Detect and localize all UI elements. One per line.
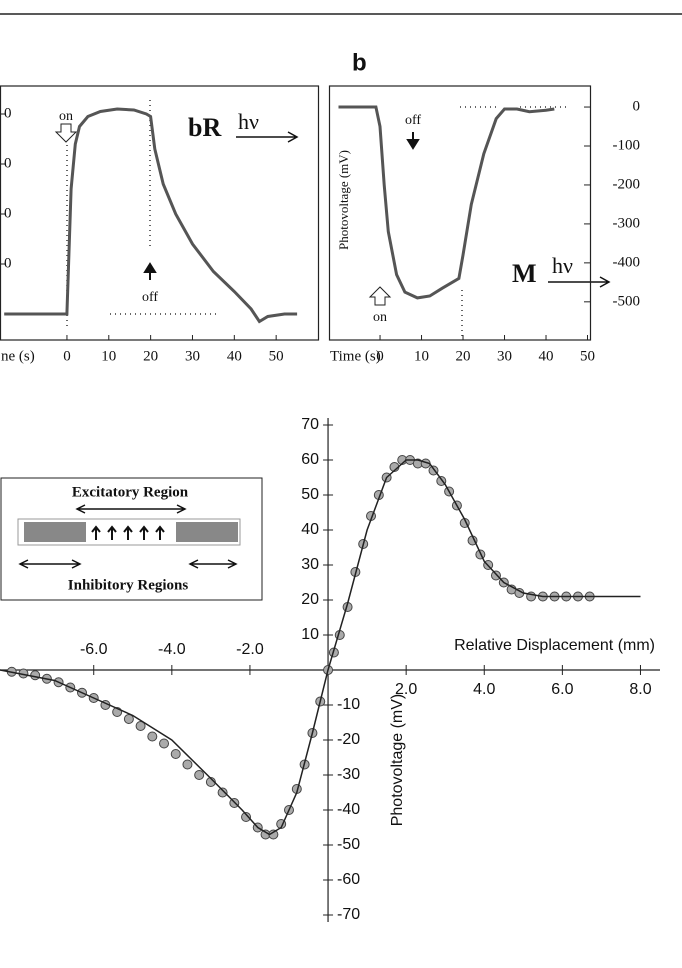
x-tick-label: -4.0 bbox=[158, 641, 186, 658]
y-tick-label: 20 bbox=[301, 591, 319, 608]
y-axis-label: Photovoltage (mV) bbox=[389, 694, 406, 827]
y-tick-label: 40 bbox=[301, 521, 319, 538]
fit-line bbox=[0, 459, 641, 836]
data-point bbox=[30, 670, 41, 681]
x-axis-label: Relative Displacement (mm) bbox=[454, 637, 655, 654]
y-tick-label: -40 bbox=[337, 801, 360, 818]
y-tick-label: 50 bbox=[301, 486, 319, 503]
x-tick-label: 50 bbox=[269, 348, 284, 364]
on-arrow bbox=[54, 123, 78, 143]
on-arrow bbox=[368, 286, 392, 306]
data-point bbox=[241, 812, 252, 822]
x-tick-label: 6.0 bbox=[551, 681, 573, 698]
x-tick-label: 10 bbox=[414, 348, 429, 364]
y-tick-label: -20 bbox=[337, 731, 360, 748]
y-tick-label: -30 bbox=[337, 766, 360, 783]
y-tick-label: -500 bbox=[613, 293, 641, 309]
y-tick-label: -100 bbox=[613, 137, 641, 153]
x-tick-label: -2.0 bbox=[236, 641, 264, 658]
data-point bbox=[194, 770, 205, 780]
y-tick-label: 30 bbox=[301, 556, 319, 573]
y-tick-label: -60 bbox=[337, 871, 360, 888]
y-tick-label: 0 bbox=[4, 255, 12, 271]
x-tick-label: 30 bbox=[185, 348, 200, 364]
strip-inhibitory bbox=[176, 522, 238, 542]
y-tick-label: 60 bbox=[301, 451, 319, 468]
data-point bbox=[182, 759, 193, 770]
y-axis-label: Photovoltage (mV) bbox=[336, 150, 351, 250]
light-arrow bbox=[548, 276, 611, 288]
x-tick-label: 20 bbox=[143, 348, 158, 364]
x-tick-label: -6.0 bbox=[80, 641, 108, 658]
y-tick-label: -300 bbox=[613, 215, 641, 231]
light-label: hν bbox=[238, 109, 259, 134]
y-tick-label: -50 bbox=[337, 836, 360, 853]
x-axis-label: ne (s) bbox=[1, 348, 35, 364]
x-tick-label: 20 bbox=[456, 348, 471, 364]
strip-inhibitory bbox=[24, 522, 86, 542]
x-tick-label: 8.0 bbox=[629, 681, 651, 698]
data-point bbox=[217, 787, 228, 798]
panel-label: b bbox=[352, 49, 367, 76]
data-point bbox=[159, 738, 170, 749]
x-tick-label: 2.0 bbox=[395, 681, 417, 698]
inhibitory-arrows bbox=[18, 559, 238, 569]
excitatory-arrow bbox=[75, 504, 187, 514]
x-tick-label: 4.0 bbox=[473, 681, 495, 698]
light-label: hν bbox=[552, 253, 573, 278]
plot-frame bbox=[328, 85, 592, 341]
off-label: off bbox=[405, 113, 421, 128]
y-tick-label: 0 bbox=[4, 205, 12, 221]
x-tick-label: 0 bbox=[63, 348, 71, 364]
plot-frame bbox=[0, 85, 320, 341]
y-tick-label: -70 bbox=[337, 906, 360, 923]
x-tick-label: 10 bbox=[101, 348, 116, 364]
y-tick-label: 0 bbox=[4, 155, 12, 171]
x-axis-label: Time (s) bbox=[330, 348, 381, 364]
molecule-label: M bbox=[512, 259, 537, 288]
y-tick-label: 0 bbox=[633, 98, 641, 114]
y-tick-label: -200 bbox=[613, 176, 641, 192]
x-tick-label: 50 bbox=[580, 348, 595, 364]
y-tick-label: -400 bbox=[613, 254, 641, 270]
data-point bbox=[135, 721, 146, 731]
off-label: off bbox=[142, 290, 158, 305]
strip bbox=[17, 518, 241, 546]
x-tick-label: 40 bbox=[539, 348, 554, 364]
off-arrow bbox=[406, 132, 420, 150]
y-tick-label: 70 bbox=[301, 416, 319, 433]
y-tick-label: 0 bbox=[4, 105, 12, 121]
data-line bbox=[338, 105, 555, 300]
data-point bbox=[170, 749, 181, 759]
light-arrow bbox=[236, 131, 299, 143]
data-point bbox=[147, 731, 158, 742]
inset-bottom-label: Inhibitory Regions bbox=[68, 577, 189, 593]
strip-arrows bbox=[91, 525, 165, 540]
off-arrow bbox=[143, 262, 157, 280]
data-line bbox=[4, 107, 298, 324]
x-tick-label: 40 bbox=[227, 348, 242, 364]
y-tick-label: -10 bbox=[337, 696, 360, 713]
on-label: on bbox=[59, 109, 73, 124]
y-tick-label: 10 bbox=[301, 626, 319, 643]
data-point bbox=[490, 570, 501, 581]
on-label: on bbox=[373, 310, 387, 325]
inset-top-label: Excitatory Region bbox=[72, 484, 189, 500]
molecule-label: bR bbox=[188, 113, 221, 142]
x-tick-label: 0 bbox=[376, 348, 384, 364]
x-tick-label: 30 bbox=[497, 348, 512, 364]
